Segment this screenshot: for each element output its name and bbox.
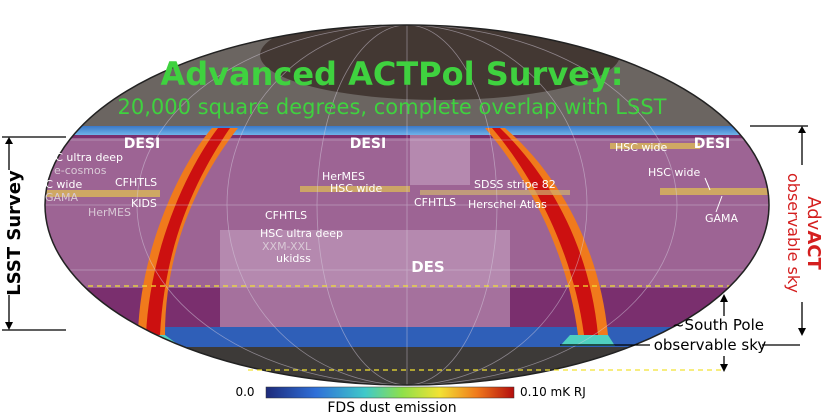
sky-ellipse (45, 25, 769, 385)
page-title: Advanced ACTPol Survey: (160, 55, 623, 93)
hsc-wide-strip-right-top (610, 143, 700, 149)
south-pole-label-line2: observable sky (654, 336, 767, 354)
hsc-wide-right-pointer (704, 177, 711, 191)
field-hsc-wide-right: HSC wide (648, 166, 700, 179)
sky-outline (44, 24, 770, 386)
advact-observable-sky: observable sky (784, 173, 803, 293)
gama-strip-left (45, 190, 160, 197)
advact-label: AdvACT (803, 196, 824, 270)
galactic-dust-right (492, 128, 598, 335)
graticule (45, 25, 769, 385)
field-herschel-atlas: Herschel Atlas (468, 198, 547, 211)
center-patch (410, 135, 470, 185)
field-gama-right: GAMA (705, 212, 739, 225)
colorbar-caption: FDS dust emission (327, 400, 456, 416)
north-band (45, 126, 769, 135)
advact-prefix: Adv (803, 196, 824, 230)
south-pole-bracket (560, 294, 800, 372)
field-kids: KIDS (131, 197, 157, 210)
region-des: DES (411, 258, 445, 276)
south-pole-label-line1: ~South Pole (672, 316, 764, 334)
field-hermes-left: HerMES (88, 206, 131, 219)
region-desi-left: DESI (124, 136, 160, 152)
galactic-dust-left (146, 128, 230, 335)
colorbar-min-label: 0.0 (235, 385, 254, 399)
field-hsc-wide-left: HSC wide (30, 178, 82, 191)
field-cfhtls-mid: CFHTLS (414, 196, 456, 209)
field-sdss-stripe-82: SDSS stripe 82 (474, 178, 556, 191)
field-cfhtls-left: CFHTLS (115, 176, 157, 189)
field-hsc-ultra-deep-center: HSC ultra deep (260, 227, 343, 240)
des-footprint (220, 230, 510, 330)
lsst-survey-label: LSST Survey (4, 170, 25, 296)
field-hsc-wide-center: HSC wide (330, 182, 382, 195)
field-hsc-wide-right-top: HSC wide (615, 141, 667, 154)
field-ukidss: ukidss (276, 252, 311, 265)
field-hsc-ultra-deep-left: HSC ultra deep (40, 151, 123, 164)
advact-bold: ACT (803, 230, 824, 270)
field-hermes-center: HerMES (322, 170, 365, 183)
hsc-wide-strip-right (660, 188, 769, 195)
colorbar-max-label: 0.10 mK RJ (520, 385, 586, 399)
field-gama-left: GAMA (45, 191, 79, 204)
advact-bracket (750, 125, 808, 336)
gama-right-pointer (715, 195, 723, 213)
lsst-bracket (2, 136, 66, 331)
galactic-dust-right-base (560, 335, 615, 346)
stripe82-strip (420, 190, 570, 195)
field-xxm-xxl: XXM-XXL (262, 240, 312, 253)
page-subtitle: 20,000 square degrees, complete overlap … (118, 95, 667, 119)
region-desi-center: DESI (350, 136, 386, 152)
field-e-cosmos: e-cosmos (54, 164, 107, 177)
colorbar (265, 386, 515, 399)
field-cfhtls-center: CFHTLS (265, 209, 307, 222)
region-desi-right: DESI (694, 136, 730, 152)
hsc-wide-strip-center (300, 186, 410, 192)
